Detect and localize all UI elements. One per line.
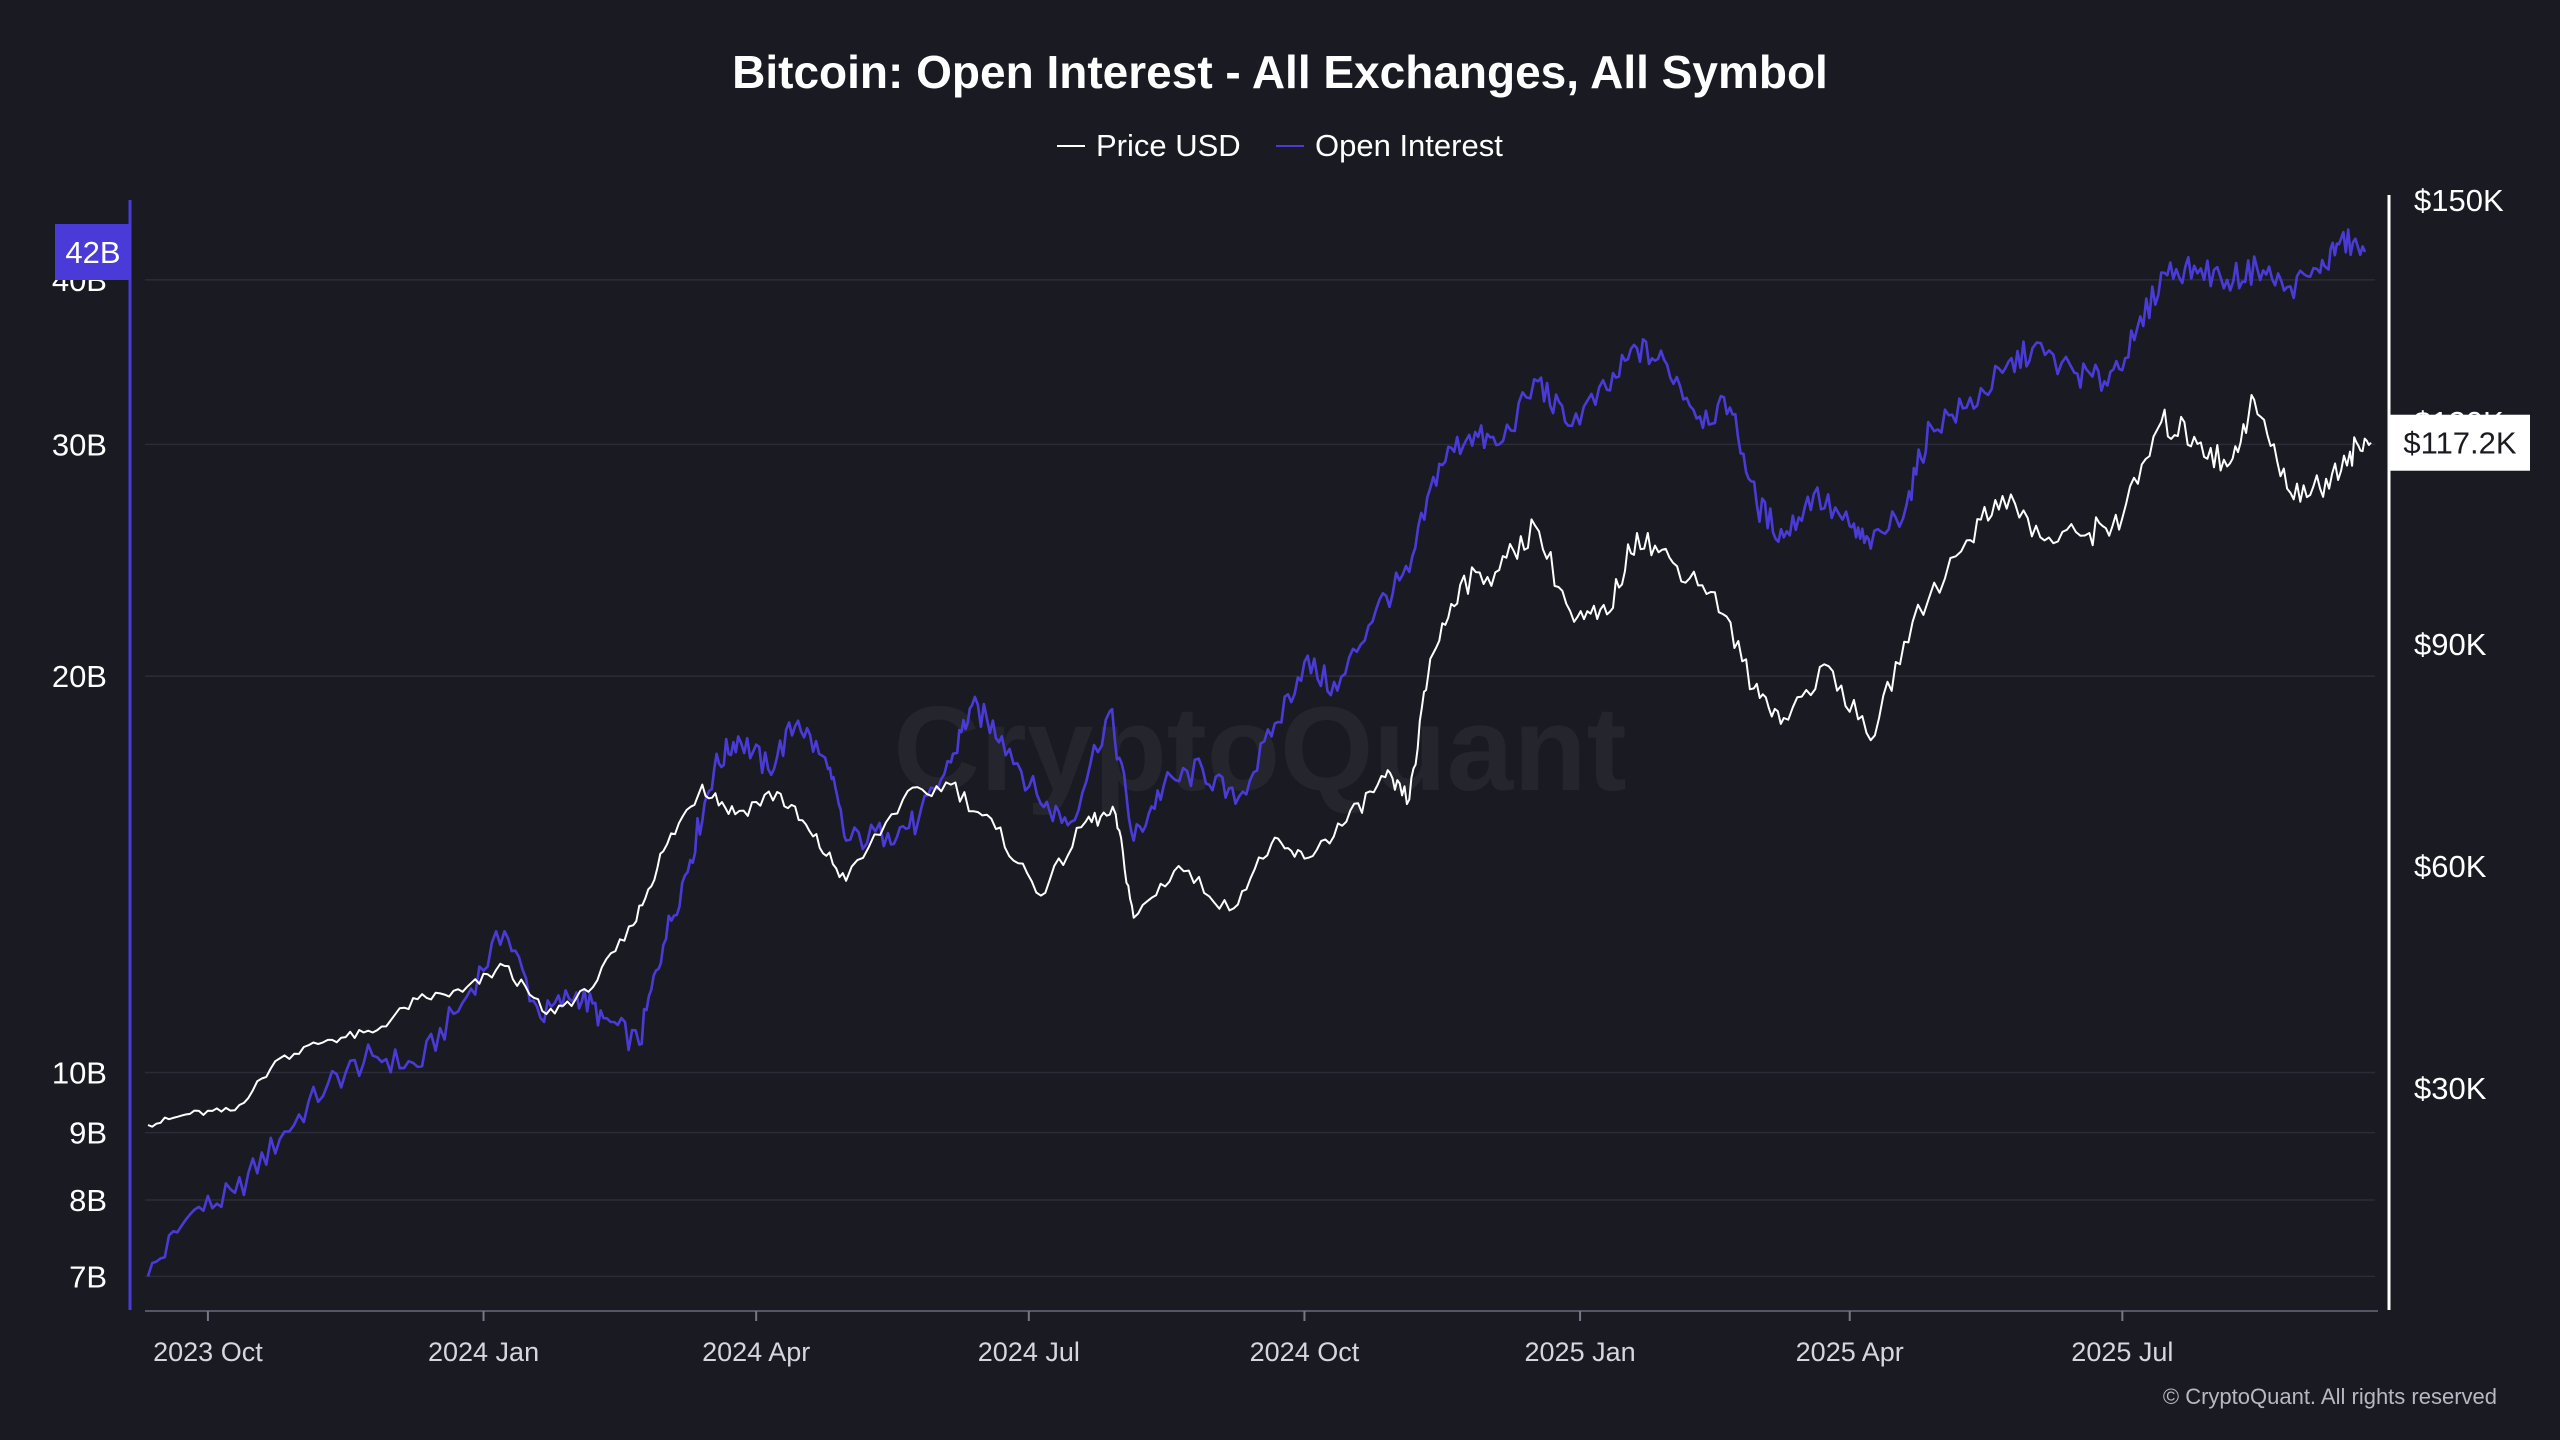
legend-label-open-interest: Open Interest [1315,128,1503,163]
y-left-tick-label: 20B [52,659,107,694]
badges-layer: 42B $117.2K [55,224,2530,471]
x-tick-label: 2025 Jan [1525,1337,1636,1367]
series-line-price[interactable] [147,394,2372,1128]
oi-current-label: 42B [65,235,120,270]
x-tick-label: 2024 Oct [1250,1337,1360,1367]
chart-title: Bitcoin: Open Interest - All Exchanges, … [732,46,1828,98]
series-line-open-interest[interactable] [146,228,2367,1277]
axes-layer [128,195,2391,1321]
grid-layer [145,279,2375,1278]
oi-current-badge [55,224,131,281]
legend[interactable]: Price USD Open Interest [1057,128,1503,163]
x-tick-label: 2025 Apr [1796,1337,1904,1367]
ticks-layer: 7B8B9B10B20B30B40B$30K$60K$90K$120K$150K… [52,183,2504,1367]
y-left-tick-label: 10B [52,1055,107,1090]
price-current-label: $117.2K [2403,426,2517,461]
x-tick-label: 2025 Jul [2071,1337,2173,1367]
x-tick-label: 2024 Jan [428,1337,539,1367]
y-left-tick-label: 9B [69,1116,107,1151]
x-tick-label: 2024 Apr [702,1337,810,1367]
copyright-text: © CryptoQuant. All rights reserved [2163,1384,2497,1409]
legend-item-open-interest[interactable]: Open Interest [1276,128,1503,163]
x-tick-label: 2023 Oct [153,1337,263,1367]
y-right-tick-label: $30K [2414,1071,2487,1106]
y-left-tick-label: 7B [69,1259,107,1294]
y-left-tick-label: 30B [52,427,107,462]
y-right-tick-label: $60K [2414,849,2487,884]
y-left-tick-label: 8B [69,1183,107,1218]
x-tick-label: 2024 Jul [978,1337,1080,1367]
price-current-badge [2390,414,2530,471]
y-right-tick-label: $90K [2414,627,2487,662]
series-layer [146,228,2372,1277]
legend-label-price: Price USD [1096,128,1241,163]
y-right-tick-label: $150K [2414,183,2504,218]
legend-item-price[interactable]: Price USD [1057,128,1241,163]
